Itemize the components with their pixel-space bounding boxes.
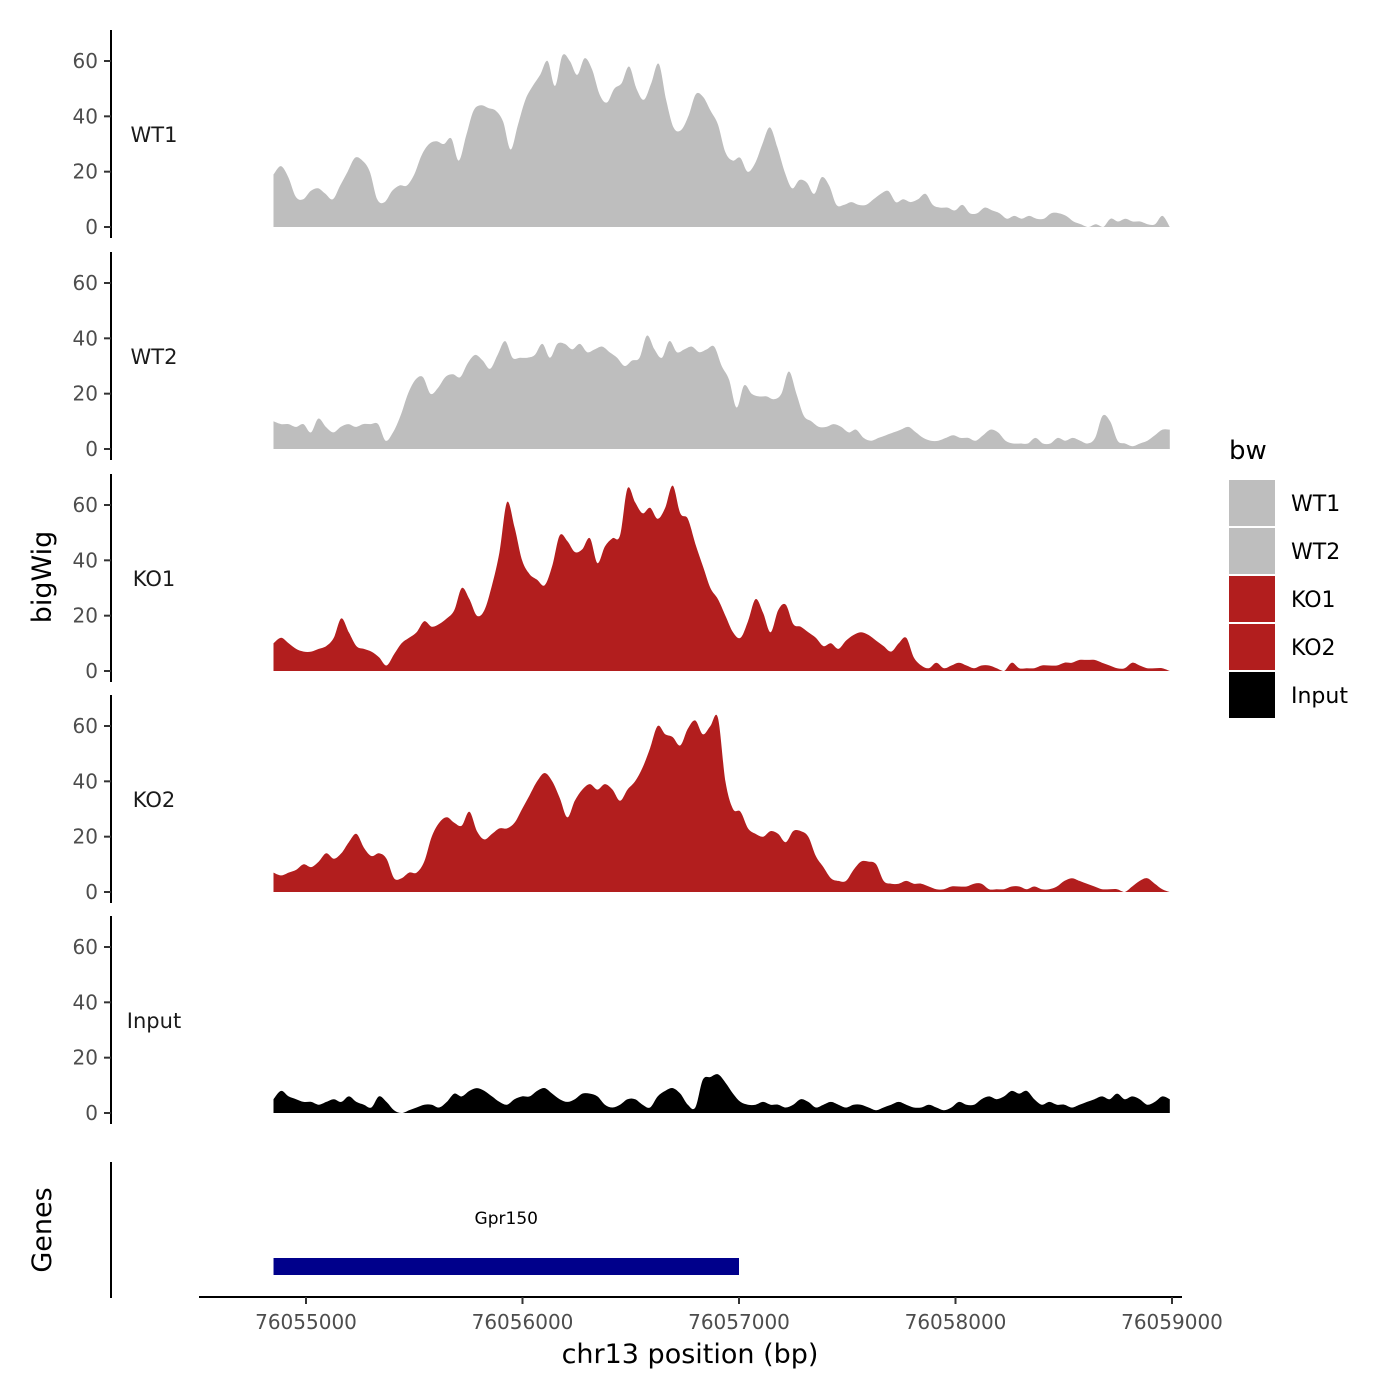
genes-track-title: Genes — [27, 1187, 58, 1272]
y-tick-label: 60 — [73, 493, 98, 517]
legend: bw WT1 WT2 KO1 KO2 Input — [1229, 436, 1348, 718]
genes-track: Genes Gpr150 — [27, 1162, 739, 1298]
coverage-area-input — [273, 1074, 1170, 1113]
y-tick-label: 0 — [85, 1101, 98, 1125]
track-label: Input — [127, 1009, 181, 1033]
track-ko2: 0 20 40 60 KO2 — [73, 695, 1170, 904]
y-tick-label: 40 — [73, 769, 98, 793]
y-tick-label: 60 — [73, 935, 98, 959]
y-tick-label: 0 — [85, 659, 98, 683]
track-label: KO1 — [133, 567, 176, 591]
gene-body — [273, 1258, 739, 1275]
legend-key-ko1 — [1229, 576, 1275, 622]
track-wt2: 0 20 40 60 WT2 — [73, 252, 1170, 461]
track-ko1: 0 20 40 60 KO1 — [73, 474, 1170, 683]
gene-label: Gpr150 — [475, 1209, 538, 1229]
legend-label: KO1 — [1291, 588, 1336, 613]
track-label: WT1 — [131, 123, 178, 147]
coverage-area-ko2 — [273, 714, 1170, 892]
x-tick-label: 76057000 — [688, 1310, 790, 1334]
legend-items: WT1 WT2 KO1 KO2 Input — [1229, 480, 1348, 718]
track-label: KO2 — [133, 788, 176, 812]
x-tick-label: 76056000 — [472, 1310, 574, 1334]
coverage-area-wt2 — [273, 335, 1170, 449]
legend-label: WT2 — [1291, 540, 1340, 565]
legend-label: WT1 — [1291, 492, 1340, 517]
y-tick-label: 0 — [85, 215, 98, 239]
y-tick-label: 20 — [73, 1046, 98, 1070]
x-tick-label: 76059000 — [1121, 1310, 1223, 1334]
legend-key-ko2 — [1229, 624, 1275, 670]
legend-label: KO2 — [1291, 636, 1336, 661]
track-label: WT2 — [131, 345, 178, 369]
y-tick-label: 60 — [73, 714, 98, 738]
y-axis-title: bigWig — [27, 531, 58, 624]
coverage-tracks: 0 20 40 60 WT1 0 20 40 60 WT2 0 20 40 60 KO1 0 20 40 60 KO2… — [73, 30, 1170, 1125]
coverage-area-ko1 — [273, 485, 1170, 671]
legend-title: bw — [1229, 436, 1267, 466]
x-axis-ticks: 76055000 76056000 76057000 76058000 76059000 — [255, 1297, 1223, 1334]
legend-label: Input — [1291, 684, 1348, 709]
y-tick-label: 0 — [85, 437, 98, 461]
y-tick-label: 20 — [73, 160, 98, 184]
y-tick-label: 40 — [73, 104, 98, 128]
y-tick-label: 20 — [73, 604, 98, 628]
x-axis: 76055000 76056000 76057000 76058000 76059000… — [199, 1296, 1223, 1370]
y-tick-label: 0 — [85, 880, 98, 904]
x-tick-label: 76058000 — [905, 1310, 1007, 1334]
y-tick-label: 60 — [73, 271, 98, 295]
track-input: 0 20 40 60 Input — [73, 916, 1170, 1125]
gene-models: Gpr150 — [273, 1209, 739, 1275]
y-tick-label: 40 — [73, 548, 98, 572]
coverage-area-wt1 — [273, 54, 1170, 227]
y-tick-label: 40 — [73, 326, 98, 350]
legend-key-input — [1229, 672, 1275, 718]
y-tick-label: 40 — [73, 990, 98, 1014]
legend-key-wt1 — [1229, 480, 1275, 526]
y-tick-label: 20 — [73, 825, 98, 849]
y-tick-label: 60 — [73, 49, 98, 73]
track-wt1: 0 20 40 60 WT1 — [73, 30, 1170, 239]
legend-key-wt2 — [1229, 528, 1275, 574]
x-tick-label: 76055000 — [255, 1310, 357, 1334]
x-axis-title: chr13 position (bp) — [562, 1339, 819, 1370]
y-tick-label: 20 — [73, 382, 98, 406]
